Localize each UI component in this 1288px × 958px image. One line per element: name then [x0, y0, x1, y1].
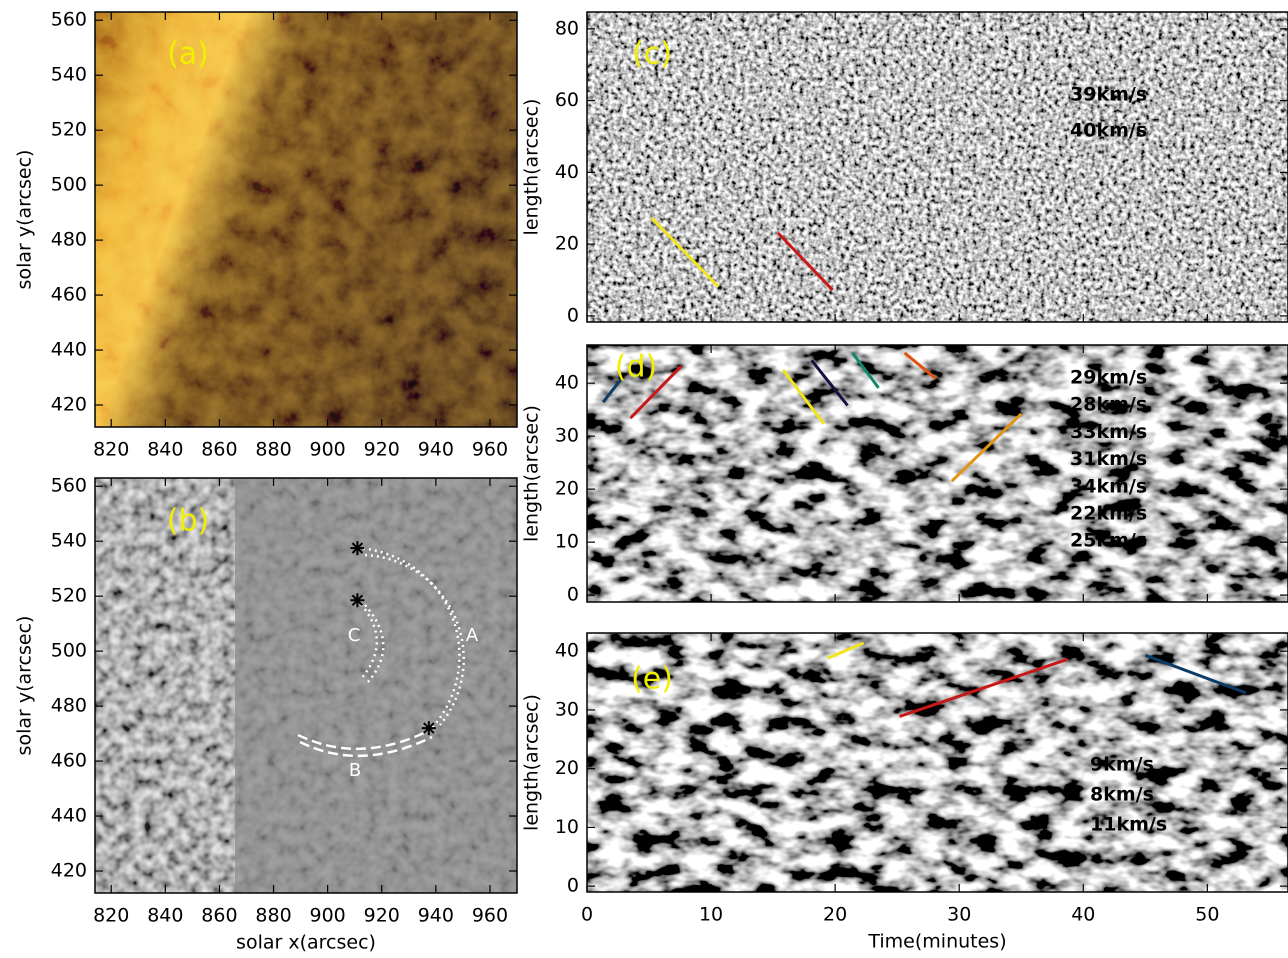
x-tick-label: 960 — [472, 905, 508, 927]
x-axis-label: solar x(arcsec) — [236, 932, 376, 954]
y-axis-label: solar y(arcsec) — [14, 616, 36, 756]
x-tick-label: 860 — [201, 905, 237, 927]
y-tick-label: 540 — [51, 64, 87, 86]
y-tick-label: 500 — [51, 174, 87, 196]
panel-label: (b) — [167, 504, 209, 539]
y-tick-label: 40 — [555, 372, 579, 394]
x-tick-label: 0 — [581, 904, 593, 926]
y-tick-label: 520 — [51, 585, 87, 607]
y-tick-label: 10 — [555, 816, 579, 838]
figure: 8208408608809009209409604204404604805005… — [0, 0, 1288, 958]
y-tick-label: 520 — [51, 119, 87, 141]
panel-label: (d) — [615, 350, 657, 385]
legend-label: 31km/s — [1070, 448, 1147, 470]
x-tick-label: 940 — [418, 905, 454, 927]
x-tick-label: 10 — [699, 904, 723, 926]
y-tick-label: 0 — [567, 875, 579, 897]
y-tick-label: 420 — [51, 394, 87, 416]
panel-label: (e) — [631, 662, 673, 697]
y-tick-label: 20 — [555, 478, 579, 500]
x-tick-label: 880 — [255, 905, 291, 927]
x-tick-label: 920 — [364, 439, 400, 461]
legend-label: 25km/s — [1070, 530, 1147, 552]
y-tick-label: 460 — [51, 284, 87, 306]
x-tick-label: 20 — [823, 904, 847, 926]
y-tick-label: 480 — [51, 229, 87, 251]
page: 8208408608809009209409604204404604805005… — [0, 0, 1288, 958]
legend-label: 40km/s — [1070, 120, 1147, 142]
x-tick-label: 900 — [310, 905, 346, 927]
y-tick-label: 560 — [51, 475, 87, 497]
legend-label: 8km/s — [1090, 784, 1154, 806]
y-tick-label: 10 — [555, 531, 579, 553]
y-tick-label: 420 — [51, 860, 87, 882]
y-tick-label: 30 — [555, 698, 579, 720]
x-tick-label: 820 — [93, 439, 129, 461]
x-tick-label: 940 — [418, 439, 454, 461]
x-tick-label: 900 — [310, 439, 346, 461]
star-marker — [350, 593, 364, 607]
x-axis-label: Time(minutes) — [867, 931, 1006, 953]
star-marker — [350, 541, 364, 555]
y-tick-label: 30 — [555, 425, 579, 447]
y-tick-label: 40 — [555, 161, 579, 183]
y-tick-label: 460 — [51, 750, 87, 772]
y-tick-label: 540 — [51, 530, 87, 552]
y-axis-label: length(arcsec) — [521, 99, 543, 236]
annotation: A — [466, 625, 479, 646]
y-axis-label: solar y(arcsec) — [14, 150, 36, 290]
y-tick-label: 60 — [555, 89, 579, 111]
image-c — [587, 12, 1288, 322]
image-b-texture — [95, 478, 235, 893]
panel-label: (a) — [167, 37, 209, 72]
y-tick-label: 40 — [555, 640, 579, 662]
annotation: C — [348, 625, 361, 646]
x-tick-label: 50 — [1195, 904, 1219, 926]
legend-label: 29km/s — [1070, 367, 1147, 389]
legend-label: 33km/s — [1070, 421, 1147, 443]
y-tick-label: 0 — [567, 304, 579, 326]
x-tick-label: 840 — [147, 905, 183, 927]
y-axis-label: length(arcsec) — [521, 405, 543, 542]
legend-label: 39km/s — [1070, 84, 1147, 106]
image-a-texture — [95, 12, 517, 427]
star-marker — [422, 721, 436, 735]
x-tick-label: 40 — [1071, 904, 1095, 926]
y-tick-label: 440 — [51, 339, 87, 361]
x-tick-label: 30 — [947, 904, 971, 926]
annotation: B — [349, 760, 361, 781]
image-e — [587, 633, 1288, 892]
x-tick-label: 880 — [255, 439, 291, 461]
x-tick-label: 960 — [472, 439, 508, 461]
y-tick-label: 80 — [555, 17, 579, 39]
y-tick-label: 20 — [555, 233, 579, 255]
x-tick-label: 840 — [147, 439, 183, 461]
y-tick-label: 480 — [51, 695, 87, 717]
image-d — [587, 345, 1288, 602]
legend-label: 28km/s — [1070, 394, 1147, 416]
legend-label: 34km/s — [1070, 475, 1147, 497]
y-tick-label: 20 — [555, 757, 579, 779]
legend-label: 9km/s — [1090, 754, 1154, 776]
y-tick-label: 440 — [51, 805, 87, 827]
x-tick-label: 860 — [201, 439, 237, 461]
image-b-texture — [235, 478, 517, 893]
y-tick-label: 0 — [567, 584, 579, 606]
y-axis-label: length(arcsec) — [521, 694, 543, 831]
y-tick-label: 500 — [51, 640, 87, 662]
legend-label: 11km/s — [1090, 814, 1167, 836]
x-tick-label: 920 — [364, 905, 400, 927]
y-tick-label: 560 — [51, 9, 87, 31]
legend-label: 22km/s — [1070, 503, 1147, 525]
x-tick-label: 820 — [93, 905, 129, 927]
panel-label: (c) — [632, 37, 672, 72]
